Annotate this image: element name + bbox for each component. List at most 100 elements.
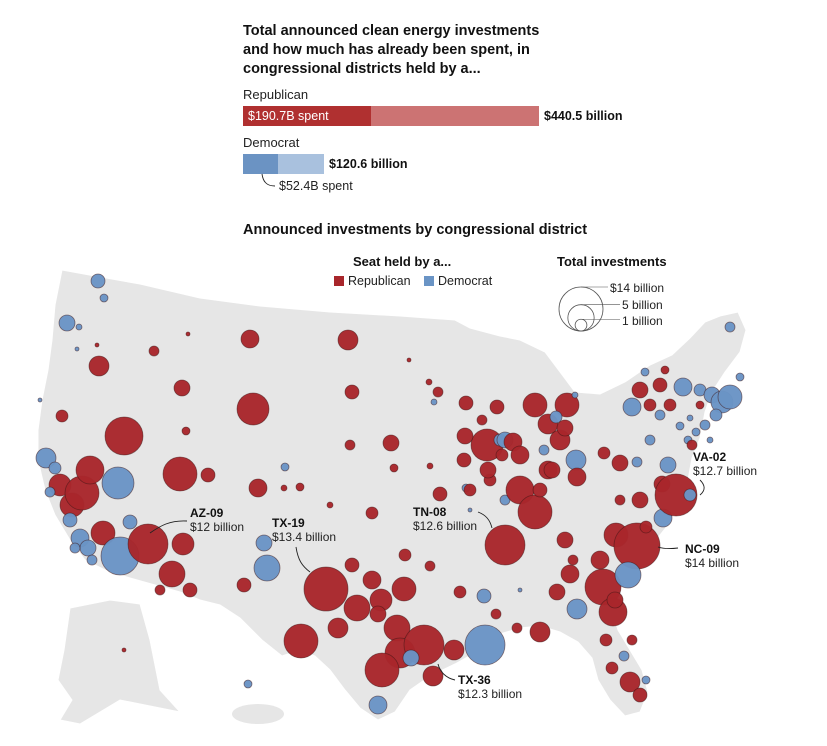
democrat-district-bubble [565,449,587,471]
republican-district-bubble [476,414,488,426]
republican-district-bubble [154,584,166,596]
democrat-district-bubble [706,436,714,444]
republican-bar-label: Republican [243,87,309,102]
republican-district-bubble [326,501,334,509]
republican-district-bubble [127,523,169,565]
republican-district-bubble [343,594,371,622]
democrat-swatch [424,276,434,286]
democrat-district-bubble [691,427,701,437]
republican-district-bubble [495,448,509,462]
democrat-district-bubble [464,624,506,666]
republican-district-bubble [425,378,433,386]
democrat-district-bubble [99,293,109,303]
republican-district-bubble [337,329,359,351]
republican-district-bubble [522,392,548,418]
hawaii-shape [232,704,284,724]
republican-district-bubble [626,634,638,646]
republican-district-bubble [248,478,268,498]
republican-district-bubble [543,461,561,479]
callout-line-0 [149,520,188,534]
republican-district-bubble [567,467,587,487]
democrat-district-bubble [644,434,656,446]
republican-district-bubble [182,582,198,598]
callout-leader-lines [149,173,705,681]
size-legend-circle-1 [574,318,588,332]
callout-tx-36: TX-36 $12.3 billion [458,673,523,701]
republican-district-bubble [631,381,649,399]
callout-tx-19: TX-19 $13.4 billion [272,516,337,544]
legend-republican: Republican [334,274,411,288]
republican-district-bubble [148,345,160,357]
republican-district-bubble [185,331,191,337]
republican-district-bubble [173,379,191,397]
democrat-district-bubble [622,397,642,417]
democrat-district-bubble [709,408,723,422]
republican-district-bubble [479,461,497,479]
democrat-district-bubble [467,507,473,513]
alaska-shape [57,599,182,725]
republican-district-bubble [643,398,657,412]
democrat-district-bubble [430,398,438,406]
democrat-district-bubble [566,598,588,620]
size-label-1: 1 billion [622,314,663,328]
democrat-district-bubble [368,695,388,715]
republican-district-bubble [599,633,613,647]
republican-district-bubble [422,665,444,687]
republican-district-bubble [489,399,505,415]
chart-title: Total announced clean energy investments… [243,23,540,77]
republican-district-bubble [327,617,349,639]
republican-district-bubble [181,426,191,436]
republican-district-bubble [484,524,526,566]
republican-spent-label: $190.7B spent [248,109,329,123]
callout-nc-09: NC-09 $14 billion [685,542,740,570]
republican-district-bubble [303,566,349,612]
republican-district-bubble [236,392,270,426]
republican-district-bubble [695,400,705,410]
size-legend-circles [558,286,620,332]
republican-district-bubble [398,548,412,562]
republican-district-bubble [686,439,698,451]
democrat-district-bubble [673,377,693,397]
size-legend-circle-14 [558,286,604,332]
democrat-spent-pointer [261,173,276,187]
republican-district-bubble [619,671,641,693]
republican-district-bubble [548,583,566,601]
republican-district-bubble [295,482,305,492]
democrat-district-bubble [101,466,135,500]
democrat-district-bubble [75,323,83,331]
republican-district-bubble [632,687,648,703]
democrat-district-bubble [654,409,666,421]
republican-district-bubble [236,577,252,593]
republican-district-bubble [240,329,260,349]
democrat-district-bubble [618,650,630,662]
republican-district-bubble [104,416,144,456]
republican-district-bubble [162,456,198,492]
democrat-district-bubble [62,512,78,528]
republican-district-bubble [613,522,661,570]
republican-district-bubble [605,661,619,675]
republican-district-bubble [652,377,668,393]
democrat-district-bubble [122,514,138,530]
democrat-district-bubble [517,587,523,593]
republican-district-bubble [639,520,653,534]
republican-spent-bar [243,106,372,126]
democrat-district-bubble [571,391,579,399]
legend-republican-label: Republican [348,274,411,288]
republican-district-bubble [362,570,382,590]
republican-district-bubble [458,395,474,411]
republican-district-bubble [611,454,629,472]
democrat-district-bubble [549,410,563,424]
republican-district-bubble [280,484,288,492]
democrat-district-bubble [243,679,253,689]
democrat-district-bubble [675,421,685,431]
republican-district-bubble [510,445,530,465]
republican-district-bubble [456,427,474,445]
republican-district-bubble [511,622,523,634]
republican-total-label: $440.5 billion [544,109,623,123]
democrat-bar-label: Democrat [243,135,300,150]
republican-district-bubble [283,623,319,659]
republican-district-bubble [75,455,105,485]
size-legend-circle-5 [567,304,595,332]
republican-district-bubble [200,467,216,483]
